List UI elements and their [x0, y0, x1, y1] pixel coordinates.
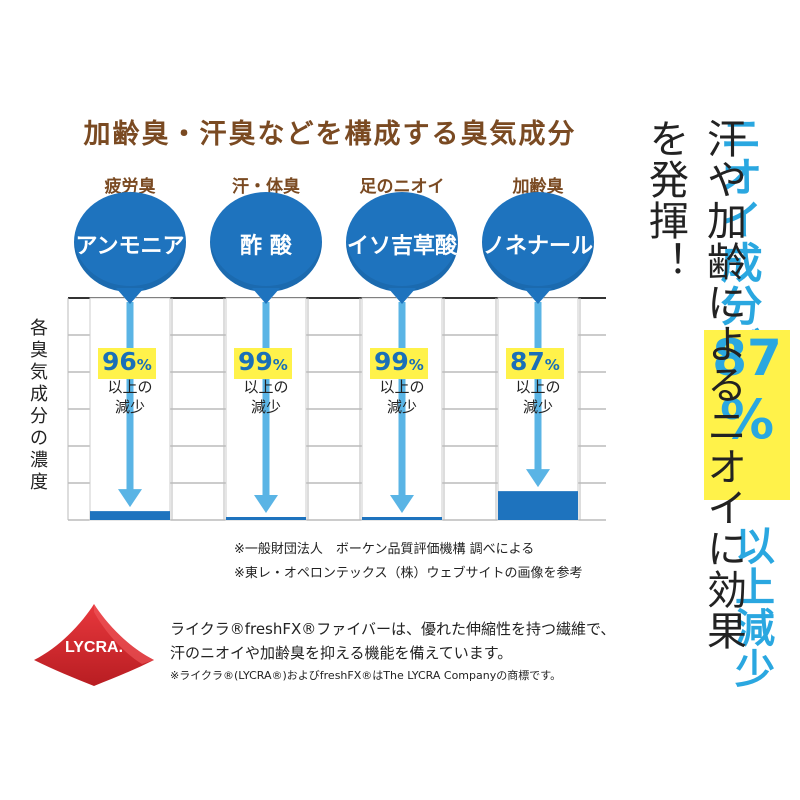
odor-type-label: 疲労臭: [104, 177, 156, 197]
reduction-percent-unit: %: [272, 356, 288, 374]
reduction-label-line2: 減少: [522, 398, 553, 416]
lycra-description-line2: 汗のニオイや加齢臭を抑える機能を備えています。: [170, 644, 513, 662]
reduction-percent: 99%: [234, 348, 292, 379]
reduction-arrow-head: [390, 495, 414, 513]
reduction-label-line1: 以上の: [379, 378, 425, 396]
reduction-percent-value: 87: [510, 347, 545, 376]
reduction-percent-unit: %: [136, 356, 152, 374]
reduction-arrow-head: [254, 495, 278, 513]
reduction-label-line1: 以上の: [107, 378, 153, 396]
odor-type-label: 汗・体臭: [232, 177, 300, 197]
lycra-description-line1: ライクラ®freshFX®ファイバーは、優れた伸縮性を持つ繊維で、: [170, 620, 616, 638]
reduction-label-line1: 以上の: [515, 378, 561, 396]
component-bubble-tail: [116, 288, 144, 304]
big-percent-text: 87 %: [704, 329, 790, 451]
component-name: アンモニア: [75, 234, 185, 259]
reduction-percent-value: 99: [238, 347, 273, 376]
lycra-trademark-note: ※ライクラ®(LYCRA®)およびfreshFX®はThe LYCRA Comp…: [170, 669, 562, 682]
bar-remaining: [362, 517, 442, 520]
reduction-arrow-head: [526, 469, 550, 488]
reduction-percent-unit: %: [544, 356, 560, 374]
reduction-percent: 96%: [98, 348, 156, 379]
component-bubble-tail: [388, 288, 416, 304]
note-reference: ※東レ・オペロンテックス（株）ウェブサイトの画像を参考: [234, 566, 583, 581]
component-bubble: [346, 192, 458, 292]
big-percent-highlight: [704, 330, 790, 500]
reduction-label-line2: 減少: [250, 398, 281, 416]
component-bubble: [482, 192, 594, 292]
component-name: ノネナール: [482, 234, 593, 259]
reduction-arrow-head: [118, 489, 142, 508]
big-percent-number: 87: [712, 329, 782, 387]
odor-chart: [67, 297, 606, 521]
reduction-percent-unit: %: [408, 356, 424, 374]
lycra-logo: LYCRA.: [30, 600, 158, 690]
note-source: ※一般財団法人 ボーケン品質評価機構 調べによる: [234, 542, 535, 557]
right-headline-top: ニオイ成分が: [714, 112, 763, 370]
bar-remaining: [226, 517, 306, 520]
reduction-percent: 99%: [370, 348, 428, 379]
chart-title: 加齢臭・汗臭などを構成する臭気成分: [83, 119, 577, 150]
component-bubble: [74, 192, 186, 292]
component-bubble-tail: [252, 288, 280, 304]
lycra-logo-text: LYCRA.: [65, 639, 123, 656]
right-headline-bottom: 以上減少: [728, 525, 774, 689]
reduction-percent-value: 96: [102, 347, 137, 376]
reduction-label-line2: 減少: [114, 398, 145, 416]
odor-type-label: 加齢臭: [512, 177, 564, 197]
odor-type-label: 足のニオイ: [359, 177, 445, 197]
reduction-label-line1: 以上の: [243, 378, 289, 396]
component-bubble-tail: [524, 288, 552, 304]
reduction-percent-value: 99: [374, 347, 409, 376]
reduction-label-line2: 減少: [386, 398, 417, 416]
y-axis-label: 各臭気成分の濃度: [30, 318, 48, 493]
right-main-text: 汗や加齢によるニオイに効果を発揮！: [642, 118, 746, 651]
bar-remaining: [498, 491, 578, 520]
component-name: イソ吉草酸: [346, 234, 457, 259]
component-bubble: [210, 192, 322, 292]
bar-remaining: [90, 511, 170, 520]
big-percent-unit: %: [719, 388, 775, 451]
component-name: 酢 酸: [240, 234, 292, 259]
lycra-logo-mark: LYCRA.: [34, 604, 154, 686]
reduction-percent: 87%: [506, 348, 564, 379]
